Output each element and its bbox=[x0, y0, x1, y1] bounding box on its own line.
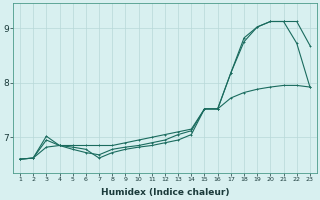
X-axis label: Humidex (Indice chaleur): Humidex (Indice chaleur) bbox=[101, 188, 229, 197]
